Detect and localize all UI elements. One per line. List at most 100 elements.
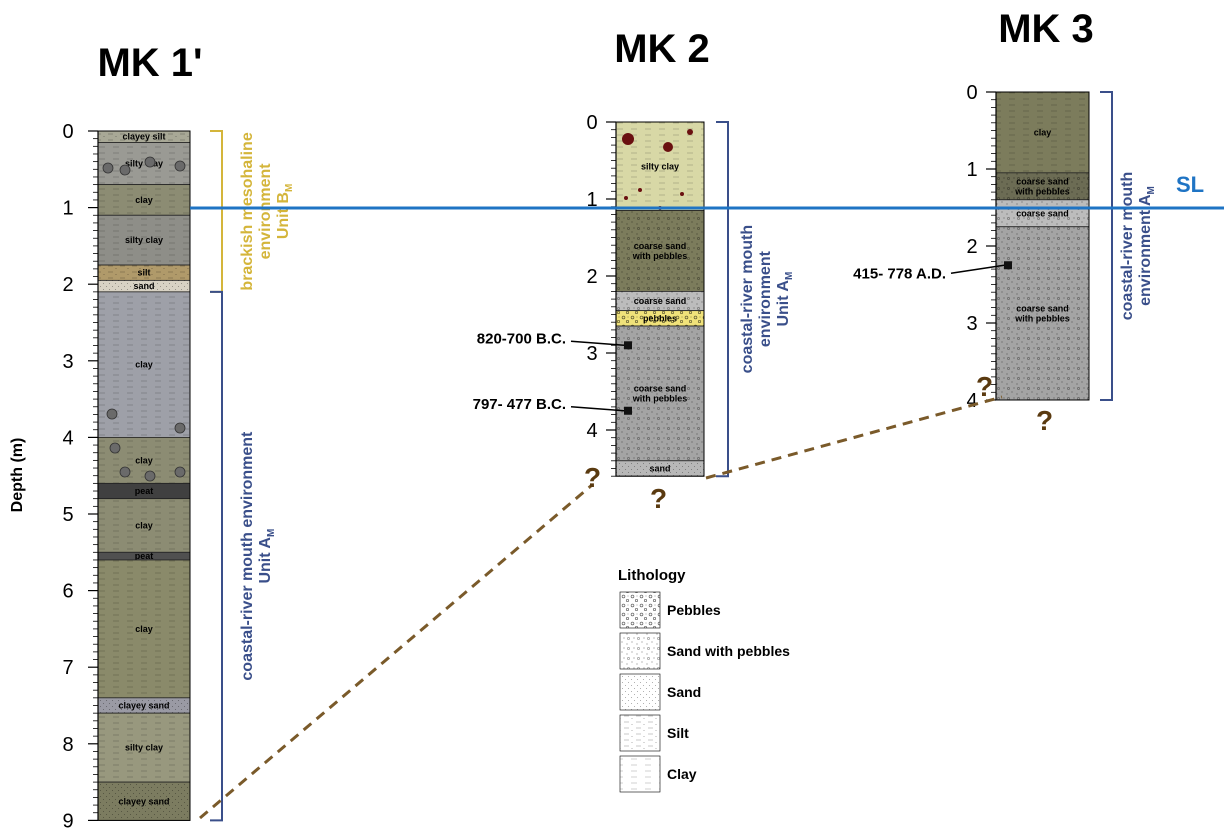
organic-fragment-symbol (622, 133, 634, 145)
layer-label: clay (135, 455, 153, 465)
layer-pattern (98, 697, 190, 714)
environment-bracket (210, 290, 223, 822)
layer-label: sand (649, 464, 670, 474)
concretion-symbol (174, 422, 186, 434)
layer-label: peat (135, 551, 154, 561)
layer-pattern (98, 713, 190, 783)
unknown-mark: ? (976, 371, 993, 402)
layer-pattern (98, 184, 190, 216)
layer-pattern (616, 291, 704, 311)
depth-tick-label: 1 (966, 159, 977, 181)
legend-label: Sand (667, 684, 701, 700)
depth-tick-label: 3 (586, 343, 597, 365)
depth-tick-label: 2 (586, 266, 597, 288)
legend-title: Lithology (618, 567, 686, 584)
environment-bracket (1100, 91, 1113, 401)
organic-fragment-symbol (624, 196, 628, 200)
depth-tick-label: 4 (586, 420, 597, 442)
correlation-line-mk1-mk2 (199, 483, 593, 820)
layer-pattern (98, 265, 190, 281)
layer-pattern (98, 559, 190, 698)
column-title-mk2: MK 2 (614, 27, 710, 71)
layer-pattern (98, 131, 190, 143)
layer-label: peat (135, 486, 154, 496)
concretion-symbol (102, 162, 114, 174)
depth-tick-label: 3 (966, 313, 977, 335)
layer-pattern (616, 460, 704, 477)
legend-swatch-pattern (620, 674, 660, 710)
layer-label: coarse sand with pebbles (632, 241, 688, 261)
legend-swatch-pattern (620, 715, 660, 751)
sea-level-label: SL (1176, 172, 1204, 197)
organic-fragment-symbol (687, 129, 693, 135)
layer-label: coarse sand with pebbles (1014, 176, 1070, 196)
concretion-symbol (119, 466, 131, 478)
environment-label: coastal-river mouthenvironmentUnit AM (739, 225, 795, 373)
column-mk1: clayey silt silty clay clay silty clay silt s… (62, 121, 295, 831)
radiocarbon-date-label: 415- 778 A.D. (853, 265, 946, 282)
layer-label: silty clay (125, 235, 163, 245)
depth-tick-label: 3 (62, 351, 73, 373)
depth-tick-label: 6 (62, 581, 73, 603)
layer-pattern (98, 142, 190, 185)
depth-axis-title: Depth (m) (9, 438, 26, 513)
legend-label: Sand with pebbles (667, 643, 790, 659)
legend-swatch-pattern (620, 756, 660, 792)
legend-label: Clay (667, 766, 697, 782)
layer-label: clay (135, 520, 153, 530)
organic-fragment-symbol (663, 142, 673, 152)
radiocarbon-date-label: 797- 477 B.C. (473, 396, 566, 413)
legend-swatch-pattern (620, 633, 660, 669)
layer-label: clay (135, 624, 153, 634)
depth-tick-label: 2 (966, 236, 977, 258)
unknown-mark: ? (650, 483, 667, 514)
correlation-line-mk2-mk3 (705, 395, 1003, 480)
layer-label: coarse sand (634, 296, 687, 306)
depth-tick-label: 1 (62, 198, 73, 220)
depth-tick-label: 9 (62, 810, 73, 831)
environment-label: coastal-river mouth environmentUnit AM (239, 431, 277, 681)
column-title-mk3: MK 3 (998, 7, 1094, 51)
concretion-symbol (109, 442, 121, 454)
lithology-legend: Lithology Pebbles Sand with pebbles Sand Si… (618, 567, 790, 793)
depth-tick-label: 4 (966, 390, 977, 412)
environment-label: brackish mesohalineenvironmentUnit BM (239, 132, 295, 290)
environment-bracket (210, 130, 223, 293)
unknown-mark: ? (584, 462, 601, 493)
layer-pattern (996, 92, 1089, 173)
concretion-symbol (144, 156, 156, 168)
environment-label: coastal-river mouthenvironment AM (1119, 172, 1157, 320)
legend-label: Silt (667, 725, 689, 741)
layer-label: clayey sand (118, 701, 169, 711)
layer-pattern (616, 310, 704, 327)
unknown-mark: ? (1036, 405, 1053, 436)
layer-label: sand (133, 281, 154, 291)
radiocarbon-date-label: 820-700 B.C. (477, 330, 566, 347)
column-mk3: clay coarse sand with pebbles coarse sand co… (853, 82, 1157, 412)
layer-pattern (98, 215, 190, 266)
environment-bracket (716, 121, 729, 478)
layer-pattern (98, 280, 190, 292)
depth-tick-label: 0 (586, 112, 597, 134)
depth-tick-label: 0 (966, 82, 977, 104)
column-title-mk1: MK 1' (97, 41, 202, 85)
date-leader-line (570, 340, 625, 347)
organic-fragment-symbol (680, 192, 684, 196)
layer-label: clay (1034, 127, 1052, 137)
layer-label: silty clay (641, 161, 679, 171)
layer-label: clayey sand (118, 796, 169, 806)
column-mk2: silty clay coarse sand with pebbles coarse … (473, 112, 795, 478)
concretion-symbol (119, 164, 131, 176)
layer-label: coarse sand with pebbles (632, 383, 688, 403)
concretion-symbol (174, 160, 186, 172)
layer-label: coarse sand (1016, 208, 1069, 218)
organic-fragment-symbol (638, 188, 642, 192)
layer-label: coarse sand with pebbles (1014, 303, 1070, 323)
date-leader-line (950, 264, 1005, 274)
layer-pattern (98, 782, 190, 821)
layer-pattern (996, 199, 1089, 227)
layer-pattern (996, 226, 1089, 400)
layer-label: clay (135, 360, 153, 370)
layer-label: silt (137, 268, 150, 278)
layer-pattern (616, 210, 704, 292)
